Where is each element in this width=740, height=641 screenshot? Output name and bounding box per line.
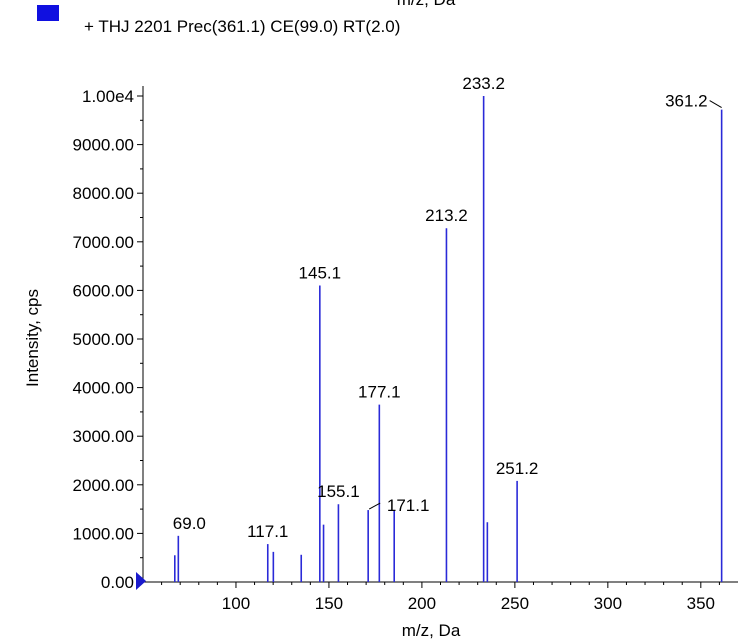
y-tick-label: 6000.00: [73, 281, 134, 300]
y-tick-label: 1000.00: [73, 524, 134, 543]
zero-marker-icon: [136, 572, 146, 590]
peak-label: 213.2: [425, 206, 468, 225]
x-tick-label: 100: [222, 594, 250, 613]
label-leader-line: [368, 502, 381, 510]
peak-labels: 69.0 117.1 145.1 155.1 171.1 177.1 213.2 233.2 2…: [173, 74, 722, 541]
peak-label: 69.0: [173, 514, 206, 533]
peak-label: 233.2: [462, 74, 505, 93]
y-tick-label: 7000.00: [73, 233, 134, 252]
y-tick-label: 9000.00: [73, 136, 134, 155]
x-ticks: 100 150 200 250 300 350: [161, 582, 720, 613]
y-tick-label: 8000.00: [73, 184, 134, 203]
y-tick-label: 0.00: [101, 573, 134, 592]
peak-label: 361.2: [665, 92, 708, 111]
x-axis-title: m/z, Da: [402, 621, 461, 640]
y-tick-label: 4000.00: [73, 379, 134, 398]
y-tick-label: 5000.00: [73, 330, 134, 349]
x-tick-label: 200: [408, 594, 436, 613]
peak-label: 117.1: [247, 522, 288, 541]
peak-label: 177.1: [358, 383, 401, 402]
axes: [142, 86, 738, 583]
legend-text: + THJ 2201 Prec(361.1) CE(99.0) RT(2.0): [84, 17, 400, 36]
y-tick-label: 3000.00: [73, 427, 134, 446]
peak-label: 145.1: [299, 264, 342, 283]
legend-swatch: [37, 5, 59, 21]
x-tick-label: 150: [315, 594, 343, 613]
peak-label: 251.2: [496, 459, 539, 478]
y-tick-label: 1.00e4: [82, 87, 134, 106]
y-ticks: 0.00 1000.00 2000.00 3000.00 4000.00 5000.00 6…: [73, 87, 143, 592]
x-tick-label: 300: [594, 594, 622, 613]
top-cut-axis-title: m/z, Da: [397, 0, 456, 9]
x-tick-label: 350: [687, 594, 715, 613]
x-tick-label: 250: [501, 594, 529, 613]
peaks: [173, 96, 723, 582]
label-leader-line: [709, 100, 722, 109]
y-tick-label: 2000.00: [73, 476, 134, 495]
y-axis-title: Intensity, cps: [23, 289, 42, 387]
peak-label: 155.1: [317, 482, 360, 501]
peak-label: 171.1: [387, 496, 430, 515]
